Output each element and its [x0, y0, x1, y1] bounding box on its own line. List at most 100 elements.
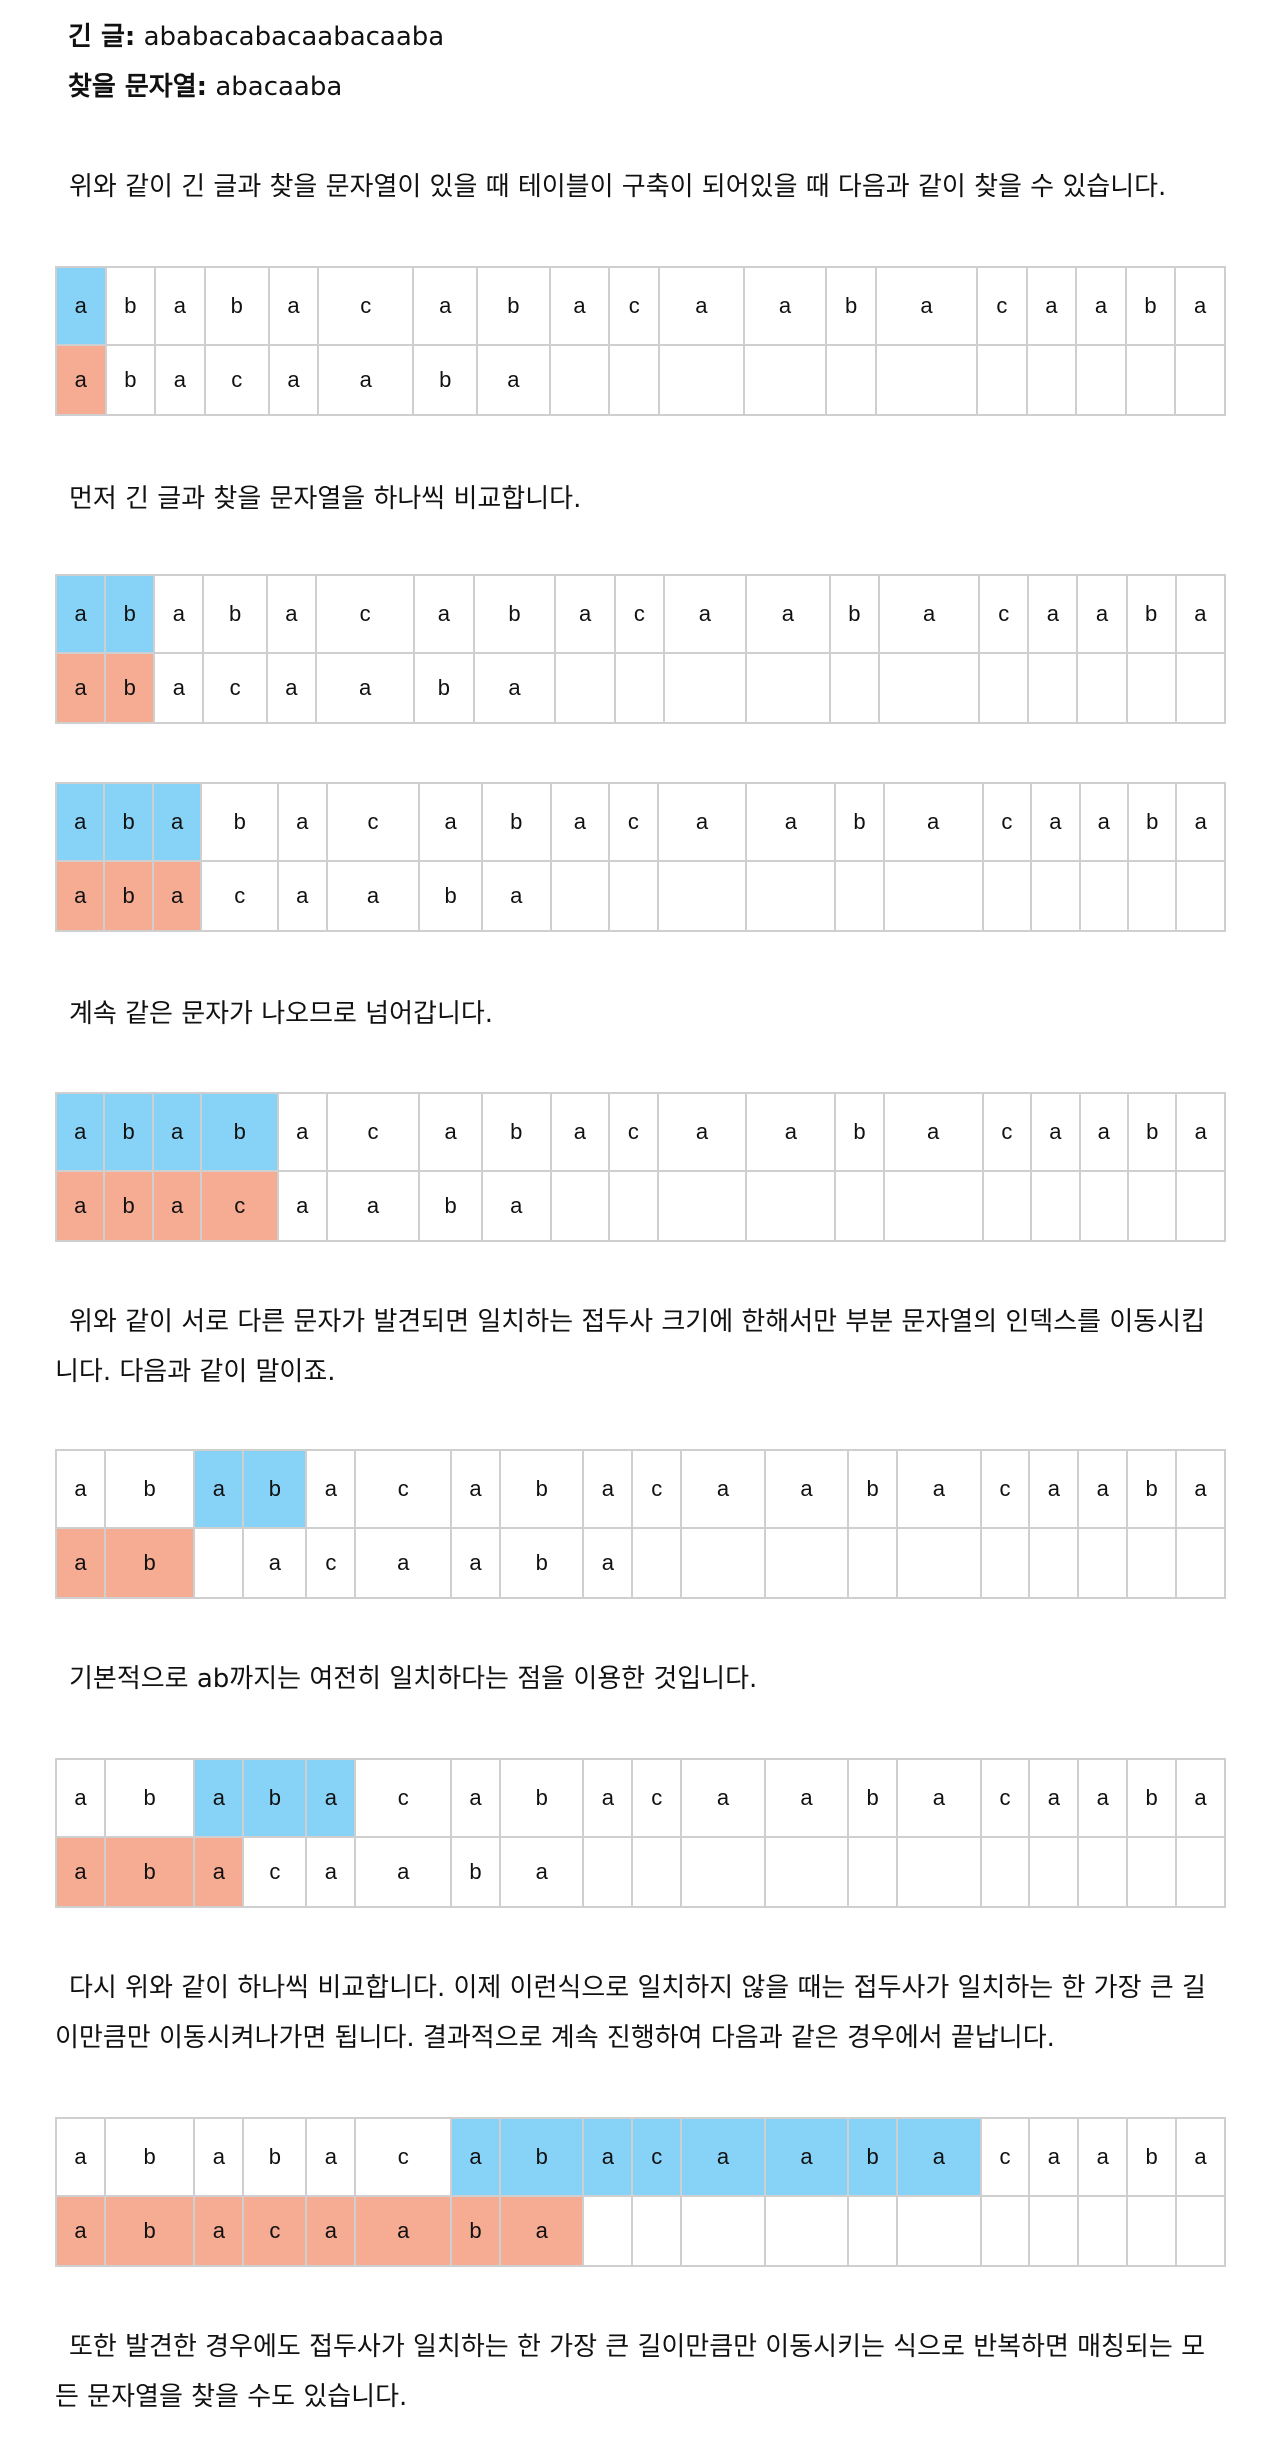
pattern-cell: a [193, 1836, 245, 1908]
pattern-cell [608, 860, 659, 932]
pattern-cell [582, 2195, 634, 2267]
text-cell: c [981, 1092, 1033, 1172]
text-cell: a [1077, 1758, 1129, 1838]
pattern-cell: b [412, 344, 479, 416]
text-cell: a [153, 574, 205, 654]
pattern-cell [554, 652, 616, 724]
text-cell: c [981, 782, 1033, 862]
pattern-cell: b [103, 2195, 196, 2267]
text-cell: a [1077, 1449, 1129, 1529]
text-cell: b [1126, 2117, 1178, 2197]
pattern-cell: a [55, 1527, 106, 1599]
text-cell: b [498, 2117, 585, 2197]
text-cell: c [317, 266, 415, 346]
pattern-cell: c [242, 1836, 308, 1908]
pattern-cell [847, 1836, 899, 1908]
pattern-cell [1174, 344, 1226, 416]
pattern-cell: a [153, 652, 205, 724]
pattern-cell [1174, 652, 1227, 724]
text-cell: a [763, 2117, 850, 2197]
text-cell: b [103, 782, 154, 862]
pattern-cell: c [242, 2195, 308, 2267]
pattern-cell: b [413, 652, 475, 724]
text-cell: a [55, 1449, 106, 1529]
pattern-cell [680, 1527, 766, 1599]
text-cell: b [847, 1449, 899, 1529]
text-cell: b [104, 574, 156, 654]
text-cell: a [1028, 2117, 1080, 2197]
pattern-cell: a [480, 1170, 552, 1242]
text-cell: b [103, 2117, 196, 2197]
text-cell: b [476, 266, 551, 346]
pattern-cell: b [103, 1836, 196, 1908]
text-cell: c [979, 1758, 1031, 1838]
pattern-label: 찾을 문자열: [68, 72, 208, 102]
pattern-cell [680, 2195, 766, 2267]
text-cell: a [874, 266, 979, 346]
text-cell: a [154, 266, 206, 346]
pattern-cell [1124, 344, 1177, 416]
text-cell: a [1025, 266, 1078, 346]
pattern-cell [877, 652, 981, 724]
pattern-cell: b [104, 652, 156, 724]
text-cell: a [1175, 1092, 1226, 1172]
pattern-cell [978, 652, 1030, 724]
text-cell: c [325, 1092, 421, 1172]
paragraph-7: 또한 발견한 경우에도 접두사가 일치하는 한 가장 큰 길이만큼만 이동시키는… [55, 2332, 1206, 2412]
pattern-cell: a [54, 1170, 106, 1242]
pattern-cell [1075, 344, 1127, 416]
text-cell: a [450, 2117, 501, 2197]
pattern-cell: b [418, 1170, 483, 1242]
pattern-cell: b [450, 2195, 501, 2267]
text-cell: b [202, 574, 268, 654]
pattern-cell [1175, 860, 1226, 932]
text-cell: a [1174, 266, 1226, 346]
pattern-cell [1078, 1170, 1130, 1242]
pattern-cell: a [54, 860, 106, 932]
text-cell: b [472, 574, 557, 654]
pattern-cell: b [498, 1527, 585, 1599]
text-cell: b [200, 1092, 280, 1172]
text-cell: a [55, 266, 107, 346]
pattern-cell [1125, 652, 1177, 724]
text-cell: c [354, 1758, 453, 1838]
pattern-cell [1028, 1527, 1080, 1599]
text-cell: a [54, 574, 107, 654]
pattern-cell: a [582, 1527, 634, 1599]
text-line: 긴 글: ababacabacaabacaaba [68, 20, 444, 54]
text-cell: a [896, 1449, 982, 1529]
pattern-cell: a [450, 1527, 501, 1599]
pattern-cell [882, 860, 984, 932]
pattern-cell [847, 2195, 899, 2267]
pattern-cell [549, 1170, 611, 1242]
paragraph-3: 계속 같은 문자가 나오므로 넘어갑니다. [69, 999, 494, 1029]
text-cell: a [656, 782, 748, 862]
pattern-cell [631, 1836, 683, 1908]
pattern-cell [1175, 1527, 1226, 1599]
text-cell: a [745, 782, 837, 862]
pattern-cell [608, 344, 661, 416]
pattern-cell: b [103, 1170, 154, 1242]
pattern-cell: c [305, 1527, 357, 1599]
pattern-cell: a [277, 1170, 328, 1242]
text-cell: b [498, 1449, 585, 1529]
text-cell: a [1028, 1758, 1080, 1838]
text-cell: b [242, 2117, 308, 2197]
pattern-cell: a [305, 1836, 357, 1908]
pattern-cell [582, 1836, 634, 1908]
text-cell: b [242, 1449, 308, 1529]
pattern-cell [549, 860, 611, 932]
pattern-cell: a [498, 2195, 585, 2267]
text-cell: a [54, 782, 106, 862]
pattern-cell [656, 1170, 748, 1242]
pattern-cell: a [317, 344, 415, 416]
text-cell: c [314, 574, 416, 654]
text-cell: c [976, 266, 1028, 346]
